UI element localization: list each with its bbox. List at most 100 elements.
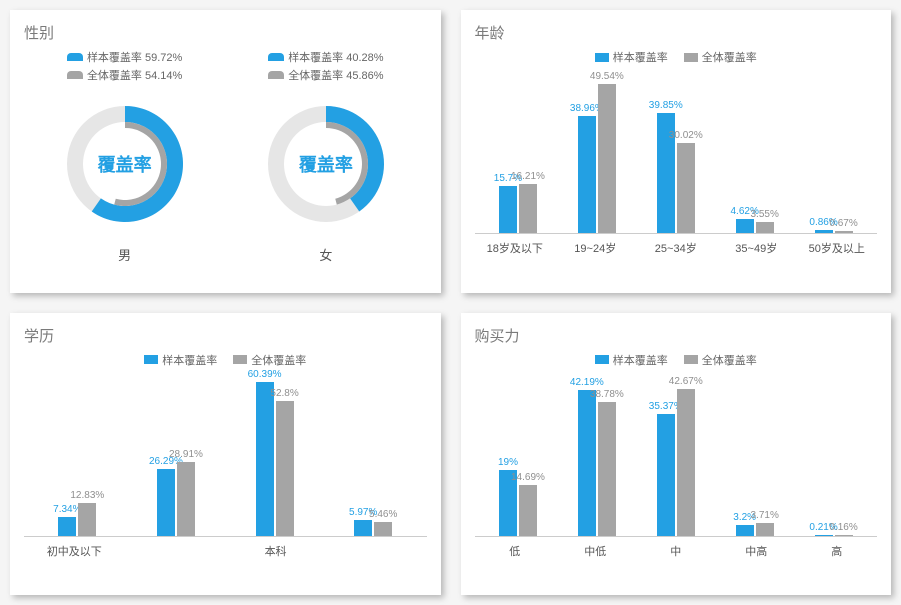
sample-swatch [268, 53, 284, 61]
gender-female-col: 样本覆盖率 40.28% 全体覆盖率 45.86% 覆盖率 女 [251, 49, 401, 264]
bar-group: 3.2%3.71% [715, 523, 794, 536]
overall-bar-label: 14.69% [511, 472, 545, 483]
x-label: 高 [797, 543, 878, 559]
overall-bar-label: 3.55% [750, 209, 778, 220]
overall-bar-label: 0.16% [829, 522, 857, 533]
bar-group: 5.97%5.46% [324, 520, 423, 535]
overall-bar: 5.46% [374, 522, 392, 536]
overall-bar: 0.16% [835, 535, 853, 536]
legend-overall: 全体覆盖率 [233, 352, 306, 368]
legend-text: 样本覆盖率 40.28% [288, 49, 383, 65]
legend-text: 全体覆盖率 54.14% [87, 67, 182, 83]
x-label: 低 [475, 543, 556, 559]
overall-swatch [67, 71, 83, 79]
age-title: 年龄 [475, 22, 878, 43]
sample-bar: 26.29% [157, 469, 175, 536]
overall-bar: 16.21% [519, 184, 537, 233]
sample-bar: 0.86% [815, 230, 833, 233]
gender-panel: 性别 样本覆盖率 59.72% 全体覆盖率 54.14% 覆盖率 男 样本覆盖率… [10, 10, 441, 293]
bar-group: 15.7%16.21% [479, 184, 558, 233]
overall-bar: 49.54% [598, 84, 616, 233]
donut-center-label: 覆盖率 [50, 89, 200, 239]
sample-bar: 7.34% [58, 517, 76, 536]
gender-male-overall-legend: 全体覆盖率 54.14% [67, 67, 182, 83]
overall-bar: 0.67% [835, 231, 853, 233]
bar-group: 38.96%49.54% [557, 84, 636, 233]
overall-bar-label: 42.67% [669, 376, 703, 387]
overall-bar: 30.02% [677, 143, 695, 233]
overall-bar-label: 5.46% [369, 509, 397, 520]
x-label [125, 543, 226, 559]
gender-male-col: 样本覆盖率 59.72% 全体覆盖率 54.14% 覆盖率 男 [50, 49, 200, 264]
x-label: 中 [636, 543, 717, 559]
overall-bar: 38.78% [598, 402, 616, 535]
legend-overall: 全体覆盖率 [684, 49, 757, 65]
gender-male-sample-legend: 样本覆盖率 59.72% [67, 49, 182, 65]
age-chart: 15.7%16.21%38.96%49.54%39.85%30.02%4.62%… [475, 69, 878, 264]
overall-swatch [268, 71, 284, 79]
sample-swatch [144, 355, 158, 364]
bar-group: 35.37%42.67% [636, 389, 715, 536]
sample-bar-label: 60.39% [248, 369, 282, 380]
sample-bar: 4.62% [736, 219, 754, 233]
gender-male-donut: 覆盖率 [50, 89, 200, 239]
overall-bar: 28.91% [177, 462, 195, 535]
sample-bar: 5.97% [354, 520, 372, 535]
bar-group: 7.34%12.83% [28, 503, 127, 536]
bar-group: 19%14.69% [479, 470, 558, 535]
overall-swatch [233, 355, 247, 364]
legend-text: 样本覆盖率 [613, 352, 668, 368]
overall-bar: 12.83% [78, 503, 96, 536]
purchase-chart: 19%14.69%42.19%38.78%35.37%42.67%3.2%3.7… [475, 372, 878, 567]
sample-swatch [595, 53, 609, 62]
sample-bar: 3.2% [736, 525, 754, 536]
age-legend: 样本覆盖率 全体覆盖率 [475, 49, 878, 65]
overall-bar-label: 38.78% [590, 389, 624, 400]
education-legend: 样本覆盖率 全体覆盖率 [24, 352, 427, 368]
legend-text: 样本覆盖率 [613, 49, 668, 65]
overall-bar-label: 0.67% [829, 218, 857, 229]
x-labels: 18岁及以下19~24岁25~34岁35~49岁50岁及以上 [475, 240, 878, 256]
x-label: 初中及以下 [24, 543, 125, 559]
legend-text: 全体覆盖率 [251, 352, 306, 368]
legend-text: 样本覆盖率 [162, 352, 217, 368]
bar-group: 0.86%0.67% [794, 230, 873, 233]
bar-group: 4.62%3.55% [715, 219, 794, 233]
legend-text: 全体覆盖率 [702, 49, 757, 65]
overall-bar-label: 52.8% [270, 388, 298, 399]
gender-female-overall-legend: 全体覆盖率 45.86% [268, 67, 383, 83]
gender-title: 性别 [24, 22, 427, 43]
overall-bar: 3.71% [756, 523, 774, 536]
overall-swatch [684, 53, 698, 62]
x-labels: 初中及以下 本科 [24, 543, 427, 559]
overall-bar-label: 12.83% [70, 490, 104, 501]
education-panel: 学历 样本覆盖率 全体覆盖率 7.34%12.83%26.29%28.91%60… [10, 313, 441, 596]
legend-sample: 样本覆盖率 [595, 352, 668, 368]
x-label: 中低 [555, 543, 636, 559]
gender-female-label: 女 [319, 245, 332, 264]
overall-bar-label: 30.02% [669, 130, 703, 141]
sample-bar-label: 7.34% [53, 504, 81, 515]
x-label: 18岁及以下 [475, 240, 556, 256]
gender-female-donut: 覆盖率 [251, 89, 401, 239]
x-label: 本科 [225, 543, 326, 559]
x-label: 35~49岁 [716, 240, 797, 256]
sample-bar-label: 19% [498, 457, 518, 468]
sample-bar-label: 42.19% [570, 377, 604, 388]
bar-group: 42.19%38.78% [557, 390, 636, 535]
x-label: 50岁及以上 [797, 240, 878, 256]
legend-overall: 全体覆盖率 [684, 352, 757, 368]
bar-group: 0.21%0.16% [794, 535, 873, 536]
sample-bar: 60.39% [256, 382, 274, 535]
education-chart: 7.34%12.83%26.29%28.91%60.39%52.8%5.97%5… [24, 372, 427, 567]
purchase-panel: 购买力 样本覆盖率 全体覆盖率 19%14.69%42.19%38.78%35.… [461, 313, 892, 596]
overall-bar: 3.55% [756, 222, 774, 233]
age-panel: 年龄 样本覆盖率 全体覆盖率 15.7%16.21%38.96%49.54%39… [461, 10, 892, 293]
bar-group: 60.39%52.8% [225, 382, 324, 535]
legend-sample: 样本覆盖率 [144, 352, 217, 368]
sample-swatch [595, 355, 609, 364]
sample-bar-label: 39.85% [649, 100, 683, 111]
bar-group: 39.85%30.02% [636, 113, 715, 233]
legend-sample: 样本覆盖率 [595, 49, 668, 65]
donut-center-label: 覆盖率 [251, 89, 401, 239]
